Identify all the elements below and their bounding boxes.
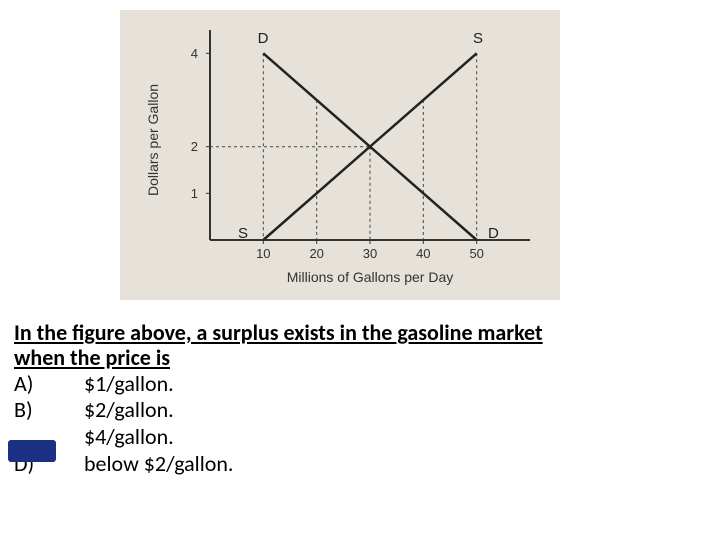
supply-label-bottom: S: [238, 225, 248, 242]
choice-letter-b: B): [14, 397, 84, 424]
xtick-40: 40: [416, 246, 430, 261]
chart-bg: [120, 10, 560, 300]
choice-text-c: $4/gallon.: [84, 424, 174, 451]
choice-b: B) $2/gallon.: [14, 397, 706, 424]
xtick-10: 10: [256, 246, 270, 261]
choice-text-d: below $2/gallon.: [84, 451, 234, 478]
stem-line-2: when the price is: [14, 344, 170, 371]
demand-label-bottom: D: [488, 225, 499, 242]
supply-label-top: S: [473, 30, 483, 47]
question-stem: In the figure above, a surplus exists in…: [14, 320, 706, 371]
choice-d: D) below $2/gallon.: [14, 451, 706, 478]
choice-text-a: $1/gallon.: [84, 371, 174, 398]
answer-mask-box: [8, 440, 56, 462]
xtick-30: 30: [363, 246, 377, 261]
xtick-20: 20: [309, 246, 323, 261]
ytick-1: 1: [191, 186, 198, 201]
choice-letter-a: A): [14, 371, 84, 398]
choice-a: A) $1/gallon.: [14, 371, 706, 398]
question-block: In the figure above, a surplus exists in…: [14, 320, 706, 478]
supply-demand-chart: 1 2 4 10 20 30 40 50: [120, 10, 560, 300]
ytick-4: 4: [191, 46, 198, 61]
xtick-50: 50: [469, 246, 483, 261]
y-axis-label: Dollars per Gallon: [145, 84, 161, 196]
demand-label-top: D: [258, 30, 269, 47]
choice-c: $4/gallon.: [14, 424, 706, 451]
ytick-2: 2: [191, 139, 198, 154]
x-axis-label: Millions of Gallons per Day: [287, 269, 454, 285]
chart-svg: 1 2 4 10 20 30 40 50: [120, 10, 560, 300]
choice-text-b: $2/gallon.: [84, 397, 174, 424]
stem-line-1: In the figure above, a surplus exists in…: [14, 319, 543, 346]
